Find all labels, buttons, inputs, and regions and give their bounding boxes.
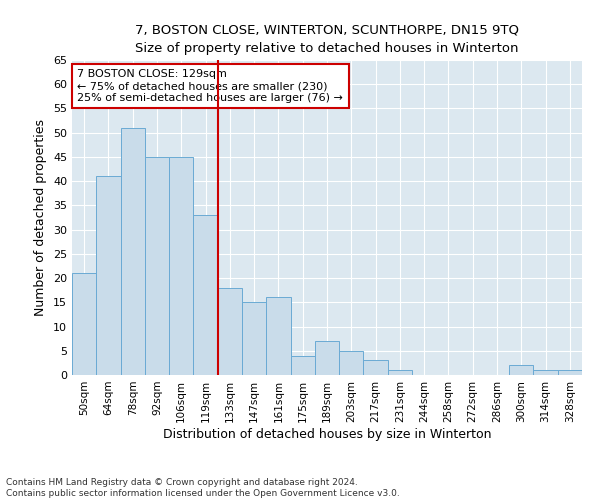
Text: 7 BOSTON CLOSE: 129sqm
← 75% of detached houses are smaller (230)
25% of semi-de: 7 BOSTON CLOSE: 129sqm ← 75% of detached… [77, 70, 343, 102]
Bar [315, 341, 339, 375]
Bar [242, 302, 266, 375]
Bar [121, 128, 145, 375]
Bar [145, 157, 169, 375]
X-axis label: Distribution of detached houses by size in Winterton: Distribution of detached houses by size … [163, 428, 491, 440]
Bar [558, 370, 582, 375]
Bar [290, 356, 315, 375]
Bar [169, 157, 193, 375]
Bar [96, 176, 121, 375]
Bar [193, 215, 218, 375]
Bar [266, 298, 290, 375]
Bar [72, 273, 96, 375]
Bar [339, 351, 364, 375]
Title: 7, BOSTON CLOSE, WINTERTON, SCUNTHORPE, DN15 9TQ
Size of property relative to de: 7, BOSTON CLOSE, WINTERTON, SCUNTHORPE, … [135, 24, 519, 54]
Text: Contains HM Land Registry data © Crown copyright and database right 2024.
Contai: Contains HM Land Registry data © Crown c… [6, 478, 400, 498]
Bar [509, 366, 533, 375]
Bar [218, 288, 242, 375]
Y-axis label: Number of detached properties: Number of detached properties [34, 119, 47, 316]
Bar [388, 370, 412, 375]
Bar [364, 360, 388, 375]
Bar [533, 370, 558, 375]
